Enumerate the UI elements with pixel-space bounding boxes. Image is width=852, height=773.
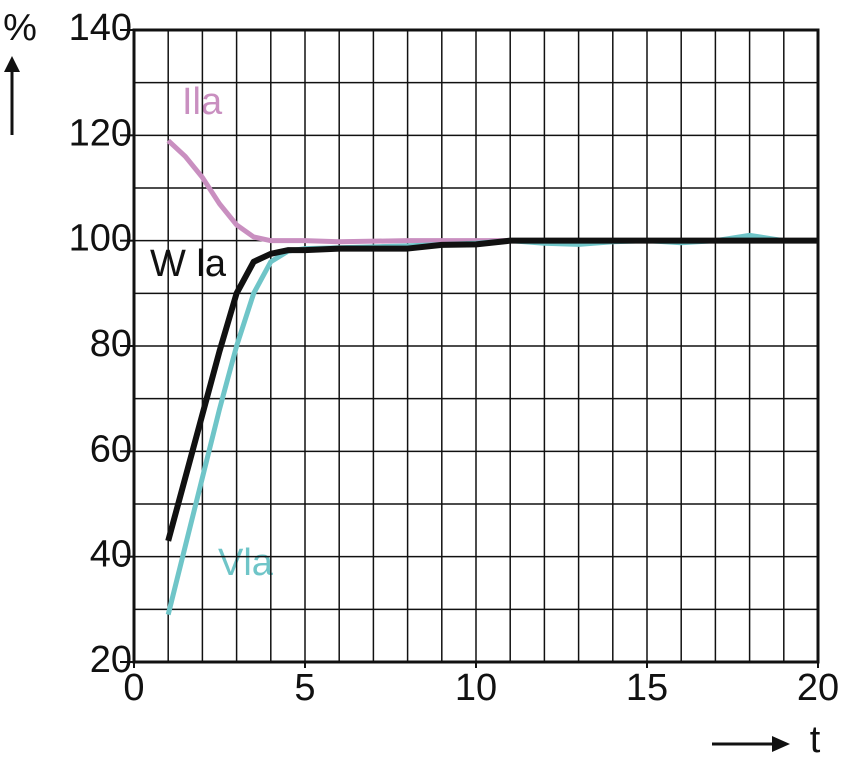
y-tick-label: 100 (69, 218, 132, 260)
x-tick-label: 10 (455, 667, 497, 709)
y-tick-label: 120 (69, 112, 132, 154)
x-tick-label: 5 (294, 667, 315, 709)
series-label: Vla (218, 542, 274, 584)
x-arrow-head (772, 736, 790, 752)
plot-frame (132, 28, 820, 664)
x-tick-label: 15 (626, 667, 668, 709)
series-label: W la (150, 243, 227, 285)
x-tick-label: 20 (797, 667, 839, 709)
series-line (165, 237, 818, 542)
x-axis-label: t (810, 719, 821, 761)
y-tick-label: 80 (90, 323, 132, 365)
series-line (166, 138, 818, 245)
x-tick-label: 0 (123, 667, 144, 709)
y-tick-label: 60 (90, 428, 132, 470)
y-arrow-head (4, 56, 20, 72)
y-axis-label: % (3, 7, 37, 49)
y-tick-label: 20 (90, 639, 132, 681)
y-tick-label: 40 (90, 534, 132, 576)
y-tick-label: 140 (69, 7, 132, 49)
